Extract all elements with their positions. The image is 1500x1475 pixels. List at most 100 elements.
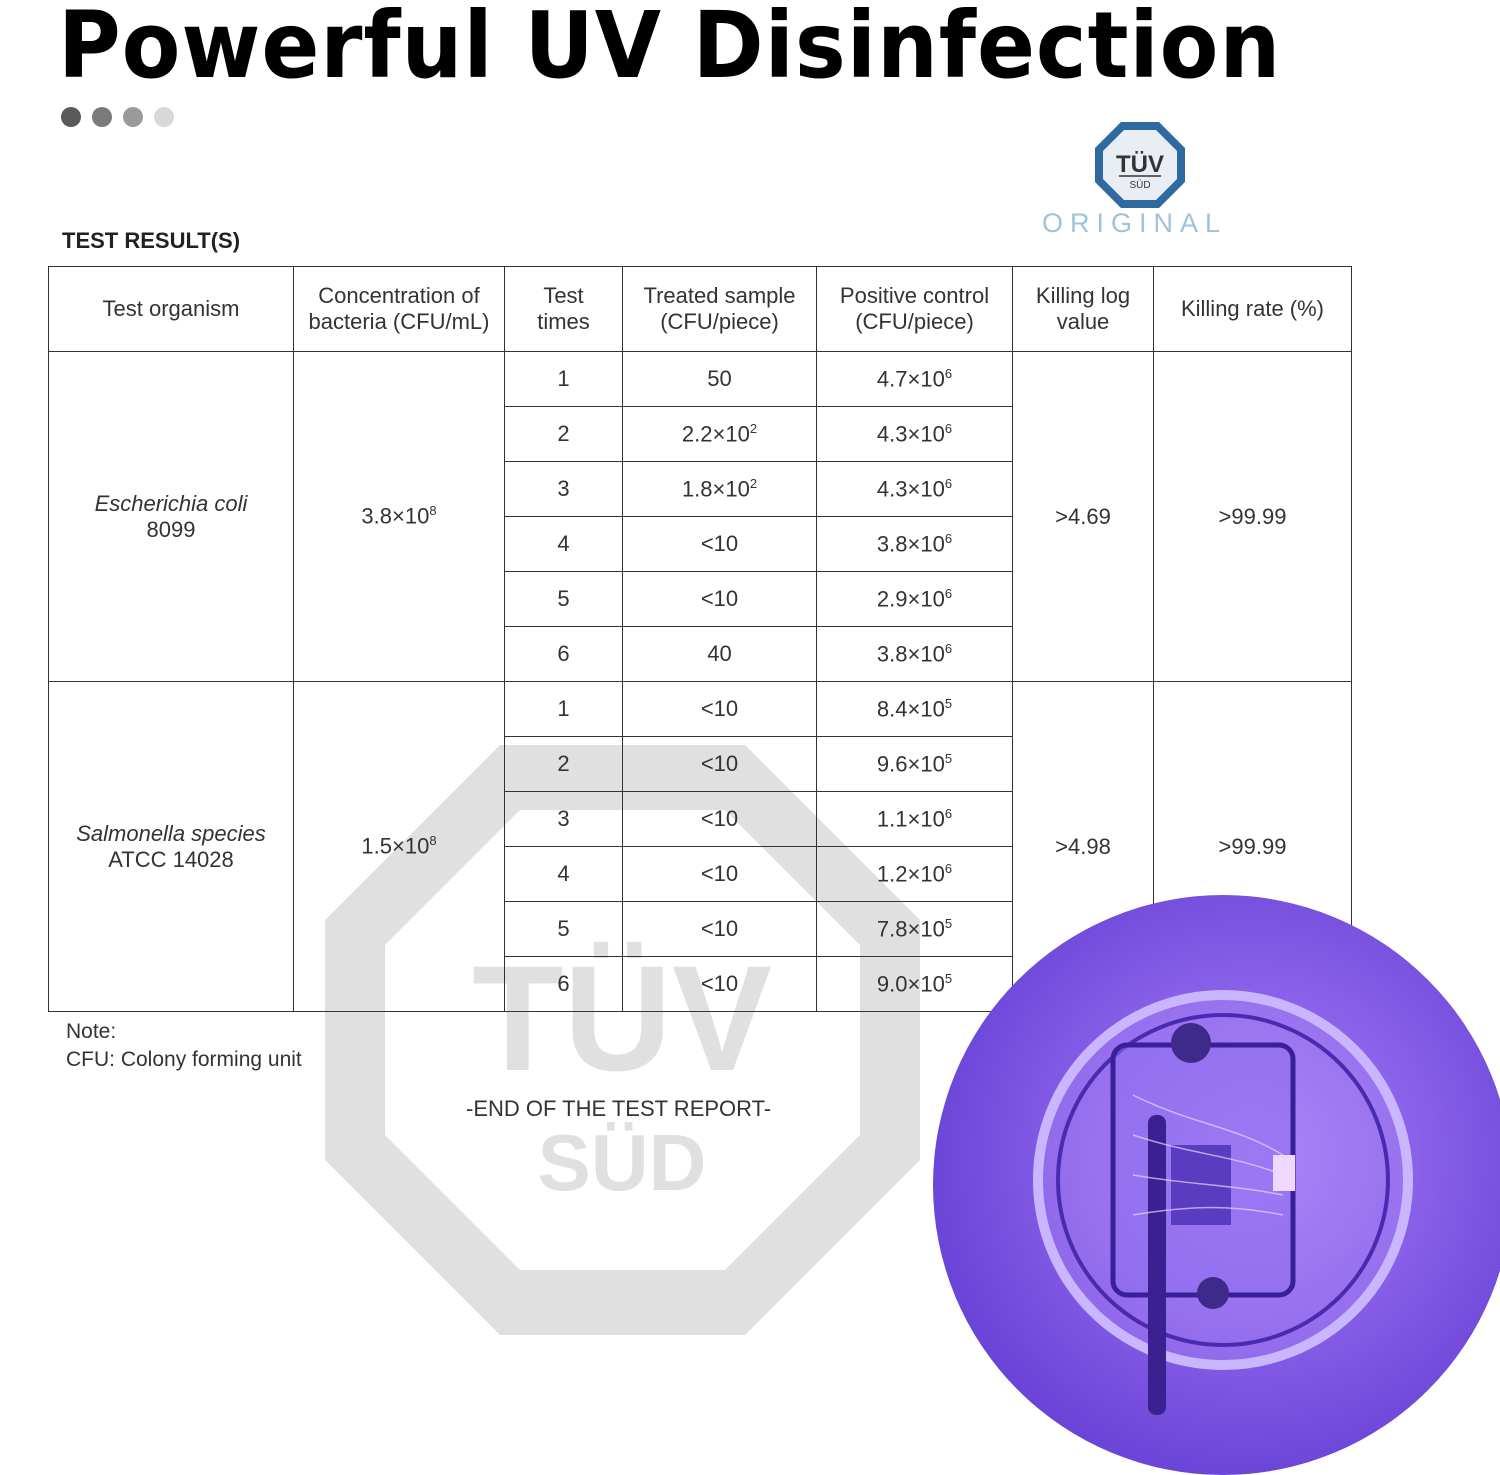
organism-strain: 8099 xyxy=(146,516,196,542)
cell-positive-control: 1.1×106 xyxy=(816,791,1013,847)
organism-strain: ATCC 14028 xyxy=(108,846,234,872)
value-exponent: 6 xyxy=(944,805,953,821)
value-mantissa: 9.0×10 xyxy=(876,971,945,997)
product-image xyxy=(933,895,1500,1475)
cell-test-time: 4 xyxy=(504,846,623,902)
value-exponent: 6 xyxy=(944,475,953,491)
value-mantissa: 1.2×10 xyxy=(876,861,945,887)
header-positive-control: Positive control (CFU/piece) xyxy=(816,266,1013,352)
table-row: Salmonella species ATCC 14028 1.5×108 1 <10 8… xyxy=(48,681,1352,1012)
pager-dot[interactable] xyxy=(123,107,143,127)
cell-test-time: 4 xyxy=(504,516,623,572)
pager-dot[interactable] xyxy=(154,107,174,127)
value-exponent: 5 xyxy=(944,915,953,931)
cell-treated-sample: <10 xyxy=(622,736,817,792)
cell-treated-sample: <10 xyxy=(622,571,817,627)
cell-positive-control: 3.8×106 xyxy=(816,516,1013,572)
value-mantissa: 7.8×10 xyxy=(876,916,945,942)
header-test-times: Test times xyxy=(504,266,623,352)
value-mantissa: <10 xyxy=(700,531,739,556)
cell-positive-control: 7.8×105 xyxy=(816,901,1013,957)
cell-treated-sample: 40 xyxy=(622,626,817,682)
cell-test-time: 3 xyxy=(504,461,623,517)
original-stamp: ORIGINAL xyxy=(1042,208,1228,238)
cell-positive-control: 9.6×105 xyxy=(816,736,1013,792)
value-mantissa: 40 xyxy=(707,641,732,666)
value-exponent: 6 xyxy=(944,365,953,381)
value-mantissa: <10 xyxy=(700,806,739,831)
cell-test-time: 6 xyxy=(504,626,623,682)
header-test-organism: Test organism xyxy=(48,266,294,352)
cell-treated-sample: <10 xyxy=(622,956,817,1012)
pager-dots xyxy=(61,107,174,127)
value-mantissa: 1.1×10 xyxy=(876,806,945,832)
header-concentration: Concentration of bacteria (CFU/mL) xyxy=(293,266,505,352)
cell-treated-sample: <10 xyxy=(622,791,817,847)
cell-treated-sample: 1.8×102 xyxy=(622,461,817,517)
organism-name: Salmonella species xyxy=(76,820,266,846)
value-mantissa: 4.7×10 xyxy=(876,366,945,392)
pager-dot[interactable] xyxy=(61,107,81,127)
value-mantissa: 9.6×10 xyxy=(876,751,945,777)
value-mantissa: <10 xyxy=(700,751,739,776)
svg-text:SÜD: SÜD xyxy=(1129,179,1150,191)
cell-test-time: 1 xyxy=(504,681,623,737)
table-header-row: Test organism Concentration of bacteria … xyxy=(48,266,1352,352)
cell-positive-control: 4.7×106 xyxy=(816,351,1013,407)
table-row: 3 1.8×102 4.3×106 xyxy=(49,461,1352,517)
cell-positive-control: 8.4×105 xyxy=(816,681,1013,737)
cell-killing-rate: >99.99 xyxy=(1153,351,1352,682)
value-exponent: 6 xyxy=(944,640,953,656)
value-mantissa: 50 xyxy=(707,366,732,391)
value-mantissa: <10 xyxy=(700,861,739,886)
value-exponent: 6 xyxy=(944,420,953,436)
cell-test-time: 5 xyxy=(504,571,623,627)
cell-treated-sample: 50 xyxy=(622,351,817,407)
page-title: Powerful UV Disinfection xyxy=(58,0,1282,99)
cell-test-time: 6 xyxy=(504,956,623,1012)
value-mantissa: 1.8×10 xyxy=(681,476,750,502)
cell-positive-control: 4.3×106 xyxy=(816,461,1013,517)
value-exponent: 5 xyxy=(944,695,953,711)
value-mantissa: <10 xyxy=(700,586,739,611)
header-killing-log: Killing log value xyxy=(1012,266,1154,352)
value-mantissa: 2.9×10 xyxy=(876,586,945,612)
value-mantissa: <10 xyxy=(700,696,739,721)
cell-positive-control: 2.9×106 xyxy=(816,571,1013,627)
value-exponent: 6 xyxy=(944,860,953,876)
svg-text:SÜD: SÜD xyxy=(538,1118,707,1207)
value-mantissa: 3.8×10 xyxy=(361,503,430,529)
test-results-table: Test organism Concentration of bacteria … xyxy=(48,266,1352,1012)
value-mantissa: 3.8×10 xyxy=(876,531,945,557)
cell-test-time: 3 xyxy=(504,791,623,847)
cell-test-organism: Salmonella species ATCC 14028 xyxy=(48,681,294,1012)
value-exponent: 6 xyxy=(944,585,953,601)
cell-treated-sample: <10 xyxy=(622,516,817,572)
tuv-sud-logo-icon: TÜV SÜD xyxy=(1095,122,1185,208)
header-treated-sample: Treated sample (CFU/piece) xyxy=(622,266,817,352)
cell-positive-control: 9.0×105 xyxy=(816,956,1013,1012)
value-mantissa: 8.4×10 xyxy=(876,696,945,722)
cell-treated-sample: 2.2×102 xyxy=(622,406,817,462)
svg-text:TÜV: TÜV xyxy=(1116,151,1164,178)
header-killing-rate: Killing rate (%) xyxy=(1153,266,1352,352)
cell-test-time: 2 xyxy=(504,406,623,462)
table-row: 5 <10 7.8×105 xyxy=(49,901,1352,957)
table-row: 6 <10 9.0×105 xyxy=(49,956,1352,1012)
table-row: 4 <10 1.2×106 xyxy=(49,846,1352,902)
value-exponent: 6 xyxy=(944,530,953,546)
cell-test-time: 5 xyxy=(504,901,623,957)
value-exponent: 2 xyxy=(749,420,758,436)
table-row: 2 2.2×102 4.3×106 xyxy=(49,406,1352,462)
note: Note: CFU: Colony forming unit xyxy=(66,1018,302,1074)
cell-positive-control: 4.3×106 xyxy=(816,406,1013,462)
table-row: Escherichia coli 8099 3.8×108 1 50 4.7×106 >4.… xyxy=(48,351,1352,682)
cell-concentration: 3.8×108 xyxy=(293,351,505,682)
cell-treated-sample: <10 xyxy=(622,681,817,737)
note-label: Note: xyxy=(66,1020,117,1043)
cell-positive-control: 1.2×106 xyxy=(816,846,1013,902)
end-of-report: -END OF THE TEST REPORT- xyxy=(466,1096,772,1121)
value-exponent: 2 xyxy=(749,475,758,491)
table-row: 6 40 3.8×106 xyxy=(49,626,1352,682)
pager-dot[interactable] xyxy=(92,107,112,127)
